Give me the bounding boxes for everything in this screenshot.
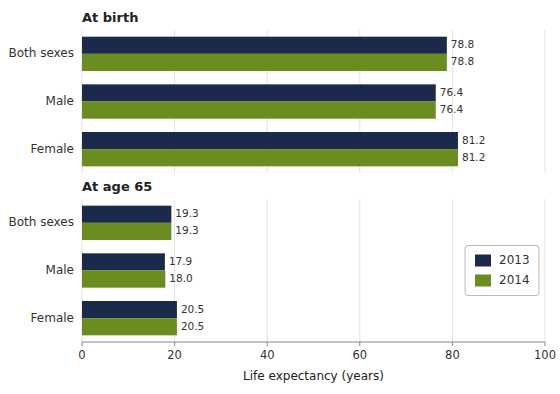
tick-label: 20 [167, 348, 182, 362]
tick [545, 342, 546, 346]
category-label: Both sexes [9, 46, 75, 60]
section-title: At birth [82, 10, 138, 25]
tick [174, 342, 175, 346]
bar [82, 223, 171, 240]
bar [82, 132, 458, 149]
tick [82, 342, 83, 346]
data-label: 18.0 [169, 272, 192, 284]
legend-swatch [475, 255, 491, 267]
data-labels: 19.3 19.3 17.9 18.0 20.5 20.5 [169, 207, 204, 331]
bar [82, 84, 436, 101]
x-axis [82, 342, 545, 343]
data-label: 76.4 [440, 86, 464, 98]
data-label: 81.2 [462, 151, 485, 163]
grid-line [452, 199, 453, 342]
data-label: 20.5 [181, 303, 204, 315]
bar [82, 149, 458, 166]
data-label: 78.8 [451, 55, 474, 67]
tick [267, 342, 268, 346]
bar [82, 318, 177, 335]
panel: At age 65 19.3 19.3 17.9 18.0 20.5 20.5 Both se… [9, 179, 556, 384]
section-title: At age 65 [82, 179, 152, 194]
data-label: 81.2 [462, 134, 485, 146]
legend-label: 2013 [499, 253, 530, 267]
data-label: 17.9 [169, 255, 192, 267]
tick-label: 40 [260, 348, 275, 362]
panel: At birth 78.8 78.8 76.4 76.4 81.2 81.2 Both sex… [9, 10, 546, 174]
tick-label: 0 [78, 348, 85, 362]
data-labels: 78.8 78.8 76.4 76.4 81.2 81.2 [440, 38, 486, 162]
data-label: 19.3 [175, 224, 198, 236]
bars [82, 206, 177, 336]
bar [82, 37, 447, 54]
bar [82, 253, 165, 270]
category-label: Both sexes [9, 215, 75, 229]
axis-label: Life expectancy (years) [243, 369, 384, 383]
tick-label: 60 [352, 348, 367, 362]
category-label: Female [31, 142, 74, 156]
tick [359, 342, 360, 346]
data-label: 20.5 [181, 320, 204, 332]
legend-frame [465, 246, 539, 296]
category-label: Female [31, 311, 74, 325]
bars [82, 37, 458, 167]
bar [82, 102, 436, 119]
category-label: Male [46, 263, 74, 277]
bar [82, 271, 165, 288]
grid-line [359, 199, 360, 342]
tick-label: 80 [445, 348, 460, 362]
grid-line [267, 199, 268, 342]
tick-label: 100 [534, 348, 556, 362]
data-label: 19.3 [175, 207, 198, 219]
chart: At birth 78.8 78.8 76.4 76.4 81.2 81.2 Both sex… [0, 0, 560, 394]
bar [82, 54, 447, 71]
tick [452, 342, 453, 346]
legend-label: 2014 [499, 273, 530, 287]
category-label: Male [46, 94, 74, 108]
grid-line [545, 30, 546, 173]
data-label: 76.4 [440, 103, 464, 115]
legend-swatch [475, 275, 491, 287]
grid-line [545, 199, 546, 342]
bar [82, 206, 171, 223]
bar [82, 301, 177, 318]
legend: 2013 2014 [465, 246, 539, 296]
data-label: 78.8 [451, 38, 474, 50]
